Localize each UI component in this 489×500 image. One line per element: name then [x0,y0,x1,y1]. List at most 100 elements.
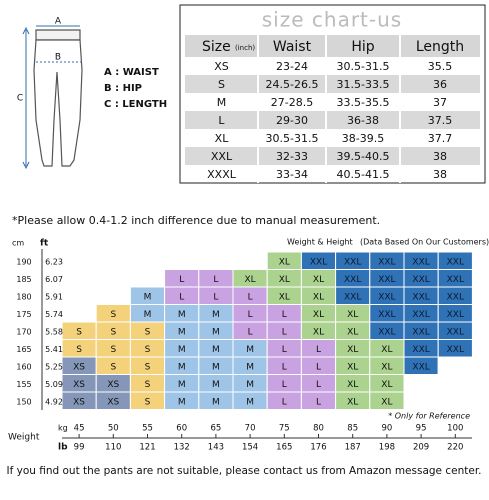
grid-cell-label: XXL [447,257,464,267]
weight-kg: 55 [142,424,153,434]
grid-cell [129,251,166,270]
height-ft: 5.74 [45,310,63,319]
grid-cell-label: XL [347,397,358,407]
height-ft: 6.23 [45,257,63,266]
grid-subtitle: (Data Based On Our Customers) [360,238,489,247]
table-cell: XXXL [207,168,237,181]
grid-cell-label: S [145,380,151,390]
table-cell: 23-24 [276,60,308,73]
grid-cell-label: L [248,292,253,302]
grid-cell-label: M [246,397,254,407]
height-ft: 5.09 [45,380,63,389]
grid-title: Weight & Height [287,238,353,247]
table-cell: XL [215,132,230,145]
grid-cell-label: M [144,310,152,320]
grid-cell-label: XXL [412,345,429,355]
weight-kg: 45 [74,424,85,434]
weight-kg: 100 [447,424,463,434]
grid-cell-label: XL [381,380,392,390]
grid-cell-label: L [248,310,253,320]
grid-cell-label: L [179,292,184,302]
grid-cell-label: M [212,345,220,355]
grid-cell-label: S [76,327,82,337]
grid-cell-label: XXL [412,362,429,372]
grid-cell [403,391,439,410]
grid-cell [95,286,131,305]
grid-cell-label: L [316,345,321,355]
label-b: B [55,53,61,63]
weight-kg: 75 [279,424,290,434]
grid-cell-label: M [144,292,152,302]
grid-cell-label: XS [107,380,119,390]
measure-arrows [22,25,82,170]
label-a: A [55,17,62,27]
table-cell: 35.5 [428,60,453,73]
table-header-unit: (inch) [235,44,255,52]
weight-lb: 220 [447,443,463,453]
height-cm: 165 [16,345,31,354]
table-cell: XS [214,60,229,73]
height-ft: 5.58 [45,327,63,336]
grid-cell-label: XS [73,362,85,372]
grid-cell-label: XL [381,397,392,407]
grid-cell-label: M [212,362,220,372]
legend-item: C : LENGTH [104,99,167,110]
weight-lb: 209 [413,443,429,453]
weight-kg: 65 [210,424,221,434]
grid-cell [437,356,473,375]
height-cm: 185 [16,275,31,284]
height-cm: 160 [16,362,31,371]
weight-kg: 80 [313,424,324,434]
grid-cell-label: XL [313,275,324,285]
height-cm: 180 [16,292,31,301]
weight-lb: 99 [74,443,85,453]
table-cell: L [218,114,225,127]
grid-cell-label: XL [279,257,290,267]
table-cell: 30.5-31.5 [337,60,390,73]
grid-cell-label: XXL [378,310,395,320]
height-cm: 150 [16,397,31,406]
weight-kg: 85 [347,424,358,434]
grid-cell-label: L [248,327,253,337]
grid-cell [403,374,439,393]
grid-cell [61,269,97,288]
grid-cell-label: XS [73,397,85,407]
grid-cell-label: L [282,345,287,355]
grid-cell-label: XL [347,380,358,390]
table-cell: 40.5-41.5 [337,168,390,181]
grid-cell-label: XXL [447,327,464,337]
height-cm: 155 [16,380,31,389]
grid-cell-label: M [212,327,220,337]
grid-cell [232,251,268,270]
height-ft: 5.91 [45,292,63,301]
grid-cell-label: L [282,380,287,390]
grid-cell [437,391,473,410]
weight-lb: 198 [379,443,395,453]
grid-cell-label: L [282,397,287,407]
table-header: Waist [273,39,312,55]
weight-lb: 176 [310,443,326,453]
grid-cell [198,251,234,270]
grid-cell-label: M [212,397,220,407]
grid-cell-label: L [213,292,218,302]
weight-label: Weight [8,433,40,443]
weight-unit: lb [58,443,68,453]
height-ft: 5.41 [45,345,63,354]
grid-cell-label: L [316,397,321,407]
table-cell: 29-30 [276,114,308,127]
grid-cell-label: XL [279,275,290,285]
grid-cell-label: XXL [344,257,361,267]
grid-cell-label: XL [313,310,324,320]
height-ft: 4.92 [45,397,63,406]
legend-item: B : HIP [104,83,142,94]
grid-cell [95,269,131,288]
table-cell: 33-34 [276,168,308,181]
weight-lb: 143 [208,443,224,453]
grid-cell-label: S [145,397,151,407]
grid-cell-label: M [178,380,186,390]
footnote: * Only for Reference [388,412,470,421]
grid-cell [129,269,166,288]
legend-item: A : WAIST [104,67,159,78]
grid-cell [164,251,200,270]
